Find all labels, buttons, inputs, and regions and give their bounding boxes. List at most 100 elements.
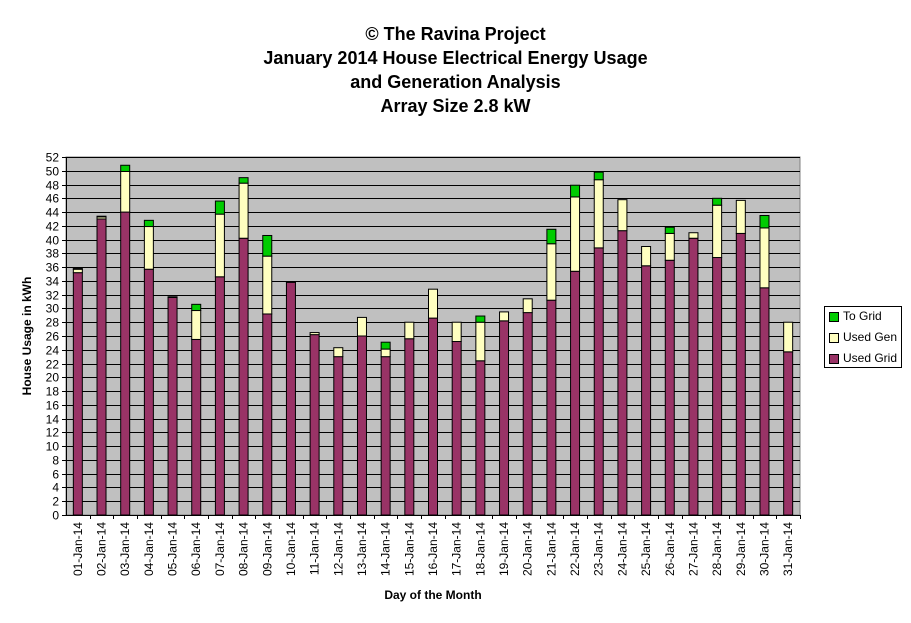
bar-used-grid <box>214 276 225 516</box>
x-axis-label: Day of the Month <box>384 588 481 602</box>
bar-used-gen <box>356 316 367 337</box>
x-tick-label: 29-Jan-14 <box>734 522 748 576</box>
y-tick-label: 22 <box>46 358 60 372</box>
bar-used-grid <box>688 237 699 516</box>
bar-to-grid <box>167 296 178 298</box>
bar-used-gen <box>570 196 581 272</box>
bar-used-gen <box>664 232 675 261</box>
y-tick-label: 8 <box>52 454 59 468</box>
x-tick-label: 17-Jan-14 <box>450 522 464 576</box>
bar-to-grid <box>546 228 557 245</box>
x-tick-label: 16-Jan-14 <box>426 522 440 576</box>
bar-used-grid <box>356 335 367 516</box>
bar-to-grid <box>570 184 581 198</box>
bar-used-gen <box>688 232 699 239</box>
y-tick-label: 50 <box>46 165 60 179</box>
bar-used-gen <box>120 170 131 213</box>
y-tick-label: 38 <box>46 247 60 261</box>
bar-used-grid <box>428 317 438 516</box>
bar-to-grid <box>475 315 486 323</box>
x-tick-label: 22-Jan-14 <box>568 522 582 576</box>
bar-used-grid <box>191 338 202 516</box>
y-tick-label: 2 <box>52 495 59 509</box>
bar-used-gen <box>451 321 462 343</box>
y-tick-label: 36 <box>46 261 60 275</box>
x-tick-label: 18-Jan-14 <box>473 522 487 576</box>
bar-to-grid <box>143 219 154 228</box>
bar-used-gen <box>72 268 83 274</box>
bar-used-grid <box>143 268 154 516</box>
bar-used-gen <box>404 321 415 340</box>
bar-used-grid <box>333 356 344 516</box>
bar-to-grid <box>191 303 202 312</box>
bar-used-grid <box>285 281 296 516</box>
x-tick-label: 11-Jan-14 <box>308 522 322 575</box>
y-tick-label: 12 <box>46 426 60 440</box>
x-tick-label: 12-Jan-14 <box>331 522 345 576</box>
bar-used-grid <box>96 218 107 516</box>
bar-to-grid <box>96 215 107 218</box>
x-tick-label: 28-Jan-14 <box>710 522 724 576</box>
bar-used-gen <box>641 246 652 267</box>
legend-label-used-gen: Used Gen <box>843 330 898 344</box>
bar-used-grid <box>641 265 652 516</box>
y-tick-label: 26 <box>46 330 60 344</box>
x-tick-label: 25-Jan-14 <box>639 522 653 576</box>
bar-used-grid <box>759 287 770 516</box>
y-tick-label: 10 <box>46 440 60 454</box>
x-tick-label: 30-Jan-14 <box>757 522 771 576</box>
bar-used-grid <box>451 341 462 516</box>
bar-to-grid <box>285 281 296 283</box>
chart-title-line-4: Array Size 2.8 kW <box>380 96 531 116</box>
x-tick-label: 03-Jan-14 <box>118 522 132 576</box>
bar-used-gen <box>499 311 510 322</box>
bar-to-grid <box>238 177 249 184</box>
bar-used-gen <box>428 288 438 319</box>
bar-used-gen <box>735 199 746 234</box>
y-tick-label: 4 <box>52 481 59 495</box>
y-tick-label: 24 <box>46 344 60 358</box>
bar-used-gen <box>617 199 628 232</box>
x-tick-label: 24-Jan-14 <box>615 522 629 576</box>
x-tick-label: 02-Jan-14 <box>95 522 109 576</box>
y-tick-label: 14 <box>46 413 60 427</box>
bar-used-grid <box>570 270 581 516</box>
x-tick-label: 31-Jan-14 <box>781 522 795 576</box>
bar-used-grid <box>238 237 249 516</box>
bar-used-gen <box>380 348 391 358</box>
chart-title-line-1: © The Ravina Project <box>365 24 546 44</box>
x-tick-label: 09-Jan-14 <box>260 522 274 576</box>
bar-used-grid <box>475 360 486 516</box>
x-tick-label: 23-Jan-14 <box>592 522 606 576</box>
chart-title-line-2: January 2014 House Electrical Energy Usa… <box>263 48 648 68</box>
x-tick-label: 05-Jan-14 <box>166 522 180 576</box>
bar-used-gen <box>214 213 225 278</box>
y-tick-label: 6 <box>52 468 59 482</box>
legend-swatch-used-gen <box>829 333 839 343</box>
bar-to-grid <box>120 164 131 172</box>
bar-used-gen <box>522 298 533 314</box>
x-tick-label: 04-Jan-14 <box>142 522 156 576</box>
x-tick-label: 21-Jan-14 <box>544 522 558 576</box>
bar-used-gen <box>783 321 794 353</box>
x-tick-label: 08-Jan-14 <box>237 522 251 576</box>
bar-used-grid <box>309 334 320 516</box>
y-tick-label: 40 <box>46 234 60 248</box>
y-tick-label: 48 <box>46 179 60 193</box>
bar-used-gen <box>546 243 557 301</box>
x-tick-label: 06-Jan-14 <box>189 522 203 576</box>
bar-used-gen <box>262 255 273 315</box>
y-tick-label: 18 <box>46 385 60 399</box>
bar-to-grid <box>262 234 273 257</box>
bar-to-grid <box>72 268 83 270</box>
bar-used-grid <box>546 299 557 516</box>
y-tick-label: 52 <box>46 151 60 165</box>
x-tick-label: 01-Jan-14 <box>71 522 85 576</box>
y-tick-label: 42 <box>46 220 60 234</box>
bar-used-grid <box>712 257 723 516</box>
x-tick-label: 20-Jan-14 <box>521 522 535 576</box>
bar-used-grid <box>167 296 178 516</box>
bar-used-grid <box>593 247 604 516</box>
y-tick-label: 28 <box>46 316 60 330</box>
